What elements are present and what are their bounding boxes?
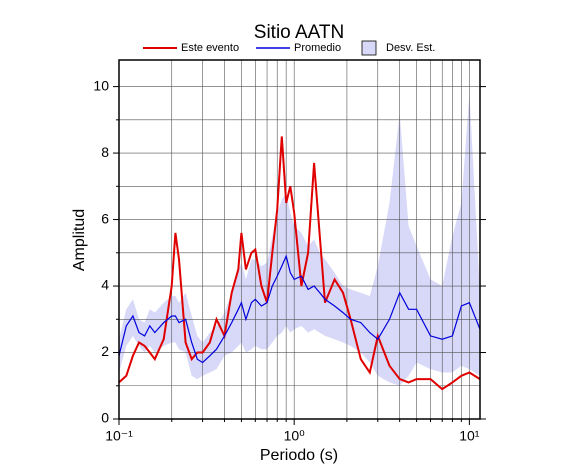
x-tick-label: 10⁰ [284, 428, 306, 444]
x-tick-label: 10¹ [459, 428, 480, 444]
legend-swatch [361, 40, 377, 56]
y-tick-label: 0 [101, 410, 109, 426]
y-tick-label: 8 [101, 144, 109, 160]
y-tick-label: 10 [93, 77, 109, 93]
legend-label: Este evento [181, 42, 239, 54]
series-line [118, 136, 481, 391]
y-tick-label: 4 [101, 277, 109, 293]
series-line [118, 254, 481, 364]
x-tick-label: 10⁻¹ [105, 428, 133, 444]
legend-label: Promedio [294, 42, 341, 54]
x-axis-label: Periodo (s) [260, 447, 338, 464]
std-band [119, 93, 480, 386]
y-tick-label: 6 [101, 210, 109, 226]
chart-title: Sitio AATN [254, 22, 344, 43]
y-axis-label: Amplitud [71, 209, 88, 271]
plot-frame [118, 59, 481, 420]
legend-label: Desv. Est. [386, 42, 435, 54]
y-tick-label: 2 [101, 343, 109, 359]
